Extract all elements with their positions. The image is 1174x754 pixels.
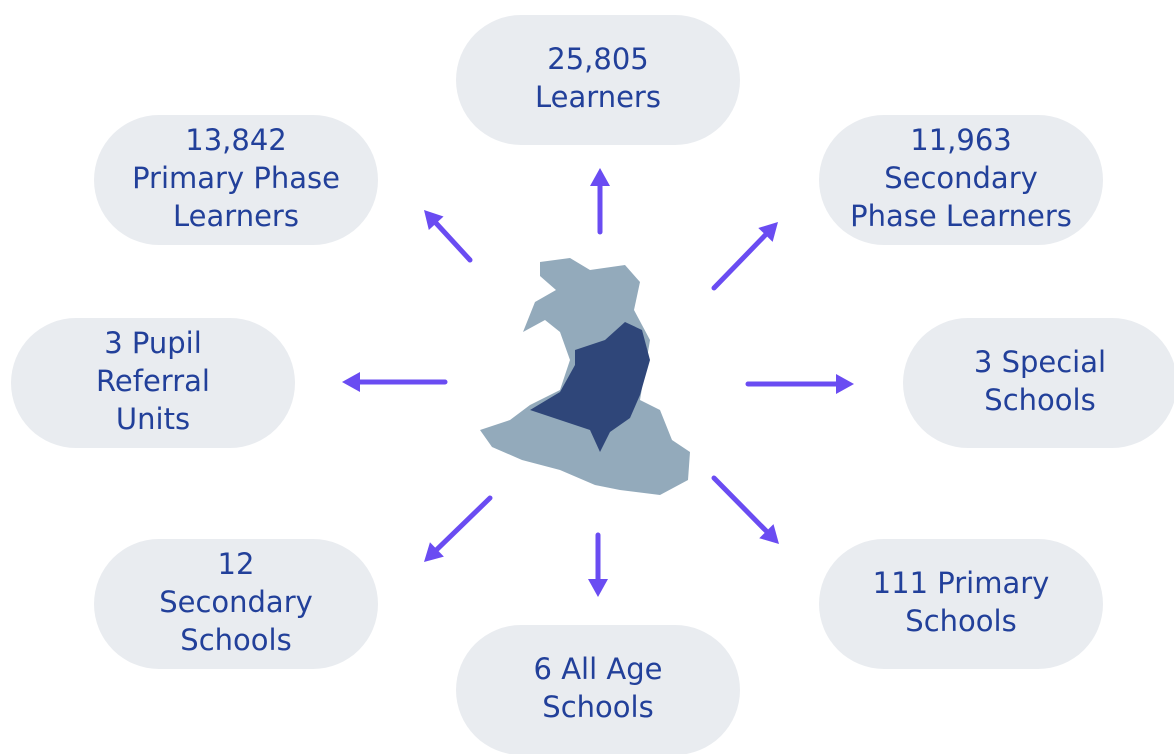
node: 6 All Age Schools bbox=[456, 625, 740, 754]
arrow-shaft bbox=[434, 495, 493, 552]
arrow bbox=[590, 168, 610, 235]
arrow bbox=[424, 210, 473, 263]
arrow bbox=[711, 475, 779, 544]
node-pill bbox=[903, 318, 1174, 448]
node-label: Secondary bbox=[159, 585, 313, 619]
arrow-head bbox=[588, 579, 608, 597]
node-pill bbox=[456, 625, 740, 754]
arrow-head bbox=[342, 372, 360, 392]
node-label: 11,963 bbox=[910, 123, 1011, 157]
node-label: Schools bbox=[905, 604, 1016, 638]
node-label: Phase Learners bbox=[850, 199, 1072, 233]
node: 12 Secondary Schools bbox=[94, 539, 378, 669]
node-label: 13,842 bbox=[185, 123, 286, 157]
map-highlight bbox=[530, 322, 650, 452]
node-label: Schools bbox=[984, 383, 1095, 417]
arrow bbox=[588, 532, 608, 597]
node-pill bbox=[819, 539, 1103, 669]
node-pill bbox=[94, 115, 378, 245]
node-pill bbox=[456, 15, 740, 145]
arrow bbox=[342, 372, 448, 392]
node-pill bbox=[819, 115, 1103, 245]
node: 13,842 Primary Phase Learners bbox=[94, 115, 378, 245]
arrow-head bbox=[424, 542, 444, 562]
node-label: Learners bbox=[173, 199, 299, 233]
arrow-head bbox=[758, 222, 778, 242]
node-label: Secondary bbox=[884, 161, 1038, 195]
arrow-shaft bbox=[711, 232, 768, 291]
node-label: 3 Special bbox=[974, 345, 1106, 379]
arrow-head bbox=[590, 168, 610, 186]
arrow-head bbox=[424, 210, 444, 231]
node: 25,805 Learners bbox=[456, 15, 740, 145]
node-label: Schools bbox=[542, 690, 653, 724]
node-label: 3 Pupil bbox=[104, 326, 202, 360]
node-label: Learners bbox=[535, 80, 661, 114]
node-label: 111 Primary bbox=[873, 566, 1050, 600]
node-label: Referral bbox=[96, 364, 210, 398]
node-label: 12 bbox=[218, 547, 255, 581]
node-pill bbox=[94, 539, 378, 669]
node: 111 Primary Schools bbox=[819, 539, 1103, 669]
arrow bbox=[745, 374, 854, 394]
node: 3 Special Schools bbox=[903, 318, 1174, 448]
arrow-shaft bbox=[711, 475, 769, 534]
wales-map bbox=[480, 258, 690, 495]
arrow bbox=[424, 495, 493, 562]
arrow-head bbox=[759, 524, 779, 544]
arrow-shaft bbox=[433, 220, 473, 263]
arrow bbox=[711, 222, 778, 291]
node-label: Primary Phase bbox=[132, 161, 340, 195]
node-label: Schools bbox=[180, 623, 291, 657]
node: 11,963 Secondary Phase Learners bbox=[819, 115, 1103, 245]
node-pill bbox=[11, 318, 295, 448]
node-label: Units bbox=[116, 402, 190, 436]
node-label: 25,805 bbox=[547, 42, 648, 76]
node: 3 Pupil Referral Units bbox=[11, 318, 295, 448]
node-label: 6 All Age bbox=[534, 652, 663, 686]
arrow-head bbox=[836, 374, 854, 394]
